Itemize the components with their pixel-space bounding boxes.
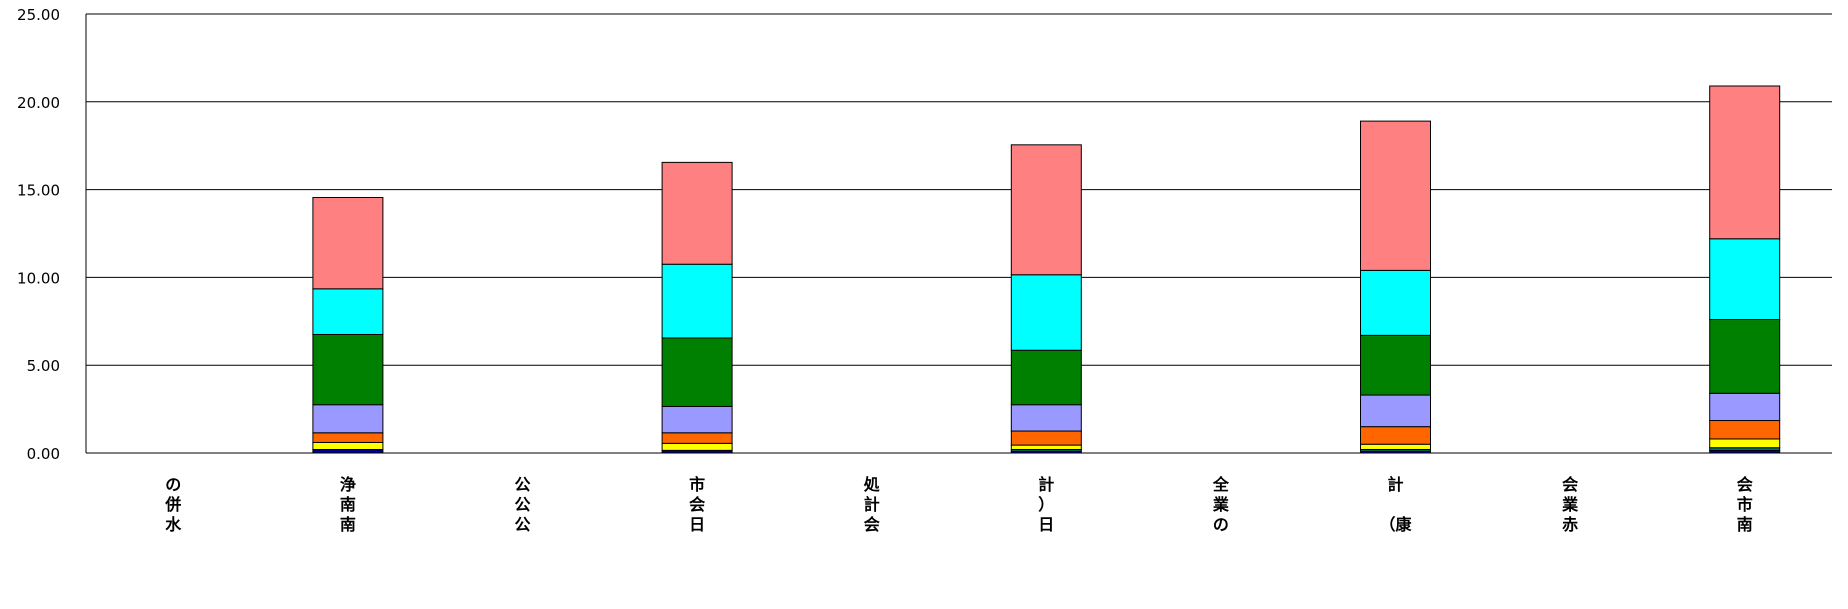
bar-segment — [1710, 239, 1780, 320]
x-tick-label: 業 — [1561, 495, 1579, 514]
y-tick-label: 0.00 — [27, 445, 60, 463]
bar-segment — [313, 433, 383, 443]
x-tick-label: 全 — [1212, 475, 1230, 494]
x-tick-label: 会 — [689, 495, 705, 514]
bar-segment — [313, 405, 383, 433]
bar-segment — [1361, 335, 1431, 395]
bar-segment — [1361, 444, 1431, 449]
bar-segment — [1011, 350, 1081, 404]
x-tick-label: 処 — [864, 475, 881, 494]
bar-segment — [1710, 86, 1780, 239]
y-tick-label: 5.00 — [27, 357, 60, 375]
bar-segment — [662, 433, 732, 444]
x-tick-label: 赤 — [1562, 515, 1578, 534]
x-tick-label: 日 — [1038, 515, 1054, 534]
x-tick-label: 併 — [164, 495, 181, 514]
x-tick-label: 計 — [864, 495, 880, 514]
x-tick-label: 公 — [514, 515, 530, 534]
bar-segment — [313, 442, 383, 449]
y-tick-label: 25.00 — [17, 6, 60, 24]
y-tick-label: 10.00 — [17, 269, 60, 287]
bar-segment — [313, 289, 383, 335]
bar-segment — [1361, 121, 1431, 270]
x-tick-label: 南 — [340, 495, 356, 514]
bar-segment — [662, 338, 732, 406]
x-tick-label: 南 — [340, 515, 356, 534]
x-tick-label: 公 — [514, 475, 530, 494]
bar-segment — [1710, 393, 1780, 420]
bar-segment — [1011, 405, 1081, 431]
bar-segment — [1710, 421, 1780, 439]
x-tick-label: 計 — [1038, 475, 1054, 494]
x-tick-label: 日 — [689, 515, 705, 534]
x-tick-label: 会 — [1737, 475, 1753, 494]
bar-segment — [662, 406, 732, 432]
x-tick-label: 公 — [514, 495, 530, 514]
bar-segment — [662, 443, 732, 450]
bar-segment — [1011, 275, 1081, 351]
bar-segment — [1361, 395, 1431, 427]
x-tick-label: 計 — [1387, 475, 1403, 494]
bar-segment — [1011, 431, 1081, 445]
x-tick-label: （康 — [1379, 515, 1412, 534]
x-tick-label: の — [165, 475, 181, 494]
y-tick-label: 20.00 — [17, 94, 60, 112]
bar-segment — [313, 334, 383, 404]
y-tick-label: 15.00 — [17, 182, 60, 200]
bar-segment — [662, 264, 732, 338]
bar-segment — [662, 162, 732, 264]
x-tick-label: 会 — [1562, 475, 1578, 494]
x-tick-label: ） — [1038, 495, 1054, 514]
bar-segment — [1710, 439, 1780, 448]
x-tick-label: 南 — [1737, 515, 1753, 534]
x-tick-label: 浄 — [340, 475, 356, 494]
bar-segment — [313, 198, 383, 289]
x-tick-label: 市 — [689, 475, 705, 494]
x-tick-label: 市 — [1737, 495, 1753, 514]
x-tick-label: 会 — [864, 515, 880, 534]
x-tick-label: 水 — [165, 515, 182, 534]
x-tick-label: の — [1213, 515, 1229, 534]
x-tick-label: 業 — [1212, 495, 1230, 514]
bar-segment — [1710, 320, 1780, 394]
bar-segment — [1361, 270, 1431, 335]
bar-segment — [1361, 427, 1431, 445]
bar-segment — [313, 449, 383, 453]
bar-segment — [1011, 145, 1081, 275]
bar-segment — [1011, 445, 1081, 449]
